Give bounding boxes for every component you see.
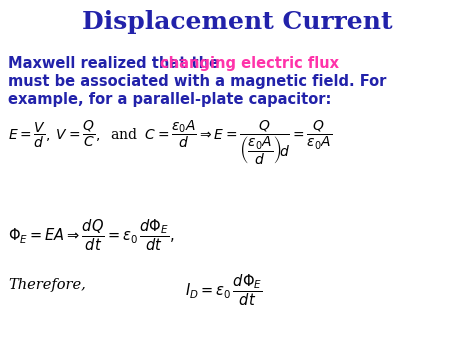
Text: $I_D = \varepsilon_0\, \dfrac{d\Phi_E}{dt}$: $I_D = \varepsilon_0\, \dfrac{d\Phi_E}{d… [185,273,263,308]
Text: Maxwell realized that the: Maxwell realized that the [8,56,224,71]
Text: Displacement Current: Displacement Current [82,10,392,34]
Text: $E = \dfrac{V}{d},\; V = \dfrac{Q}{C},\;$ and $\;C = \dfrac{\varepsilon_0 A}{d} : $E = \dfrac{V}{d},\; V = \dfrac{Q}{C},\;… [8,118,332,167]
Text: changing electric flux: changing electric flux [160,56,339,71]
Text: example, for a parallel-plate capacitor:: example, for a parallel-plate capacitor: [8,92,331,107]
Text: must be associated with a magnetic field. For: must be associated with a magnetic field… [8,74,386,89]
Text: $\Phi_E = EA \Rightarrow \dfrac{dQ}{dt} = \varepsilon_0\, \dfrac{d\Phi_E}{dt},$: $\Phi_E = EA \Rightarrow \dfrac{dQ}{dt} … [8,218,174,253]
Text: Therefore,: Therefore, [8,278,86,292]
